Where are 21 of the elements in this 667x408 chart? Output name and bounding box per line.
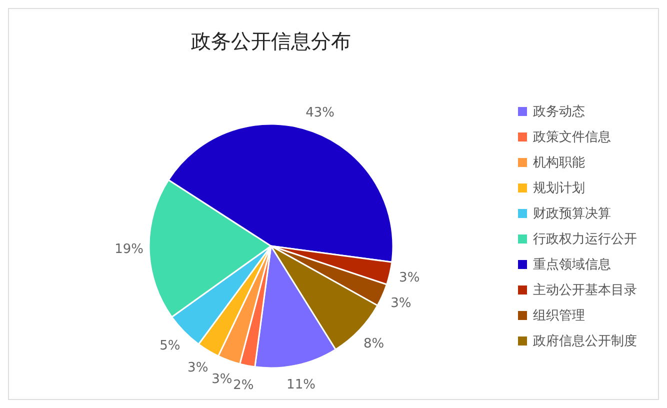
data-label: 3% <box>188 360 208 376</box>
data-label: 3% <box>399 270 420 286</box>
data-label: 8% <box>364 336 384 352</box>
legend-label: 政务动态 <box>533 104 585 120</box>
chart-title: 政务公开信息分布 <box>191 29 351 53</box>
data-label: 11% <box>286 377 316 392</box>
data-label: 3% <box>390 296 412 311</box>
data-label: 3% <box>212 372 232 387</box>
data-label: 43% <box>306 105 334 120</box>
data-label: 2% <box>233 378 254 393</box>
legend-label: 机构职能 <box>533 156 585 171</box>
legend-label: 重点领域信息 <box>533 258 611 273</box>
legend-label: 行政权力运行公开 <box>533 232 637 248</box>
legend-label: 政策文件信息 <box>533 130 611 146</box>
legend-label: 规划计划 <box>533 181 585 196</box>
legend-label: 主动公开基本目录 <box>533 282 637 298</box>
legend-label: 财政预算决算 <box>533 206 611 222</box>
legend-label: 组织管理 <box>533 308 585 324</box>
legend-label: 政府信息公开制度 <box>533 333 637 350</box>
data-label: 19% <box>114 242 144 258</box>
data-label: 5% <box>160 338 180 354</box>
